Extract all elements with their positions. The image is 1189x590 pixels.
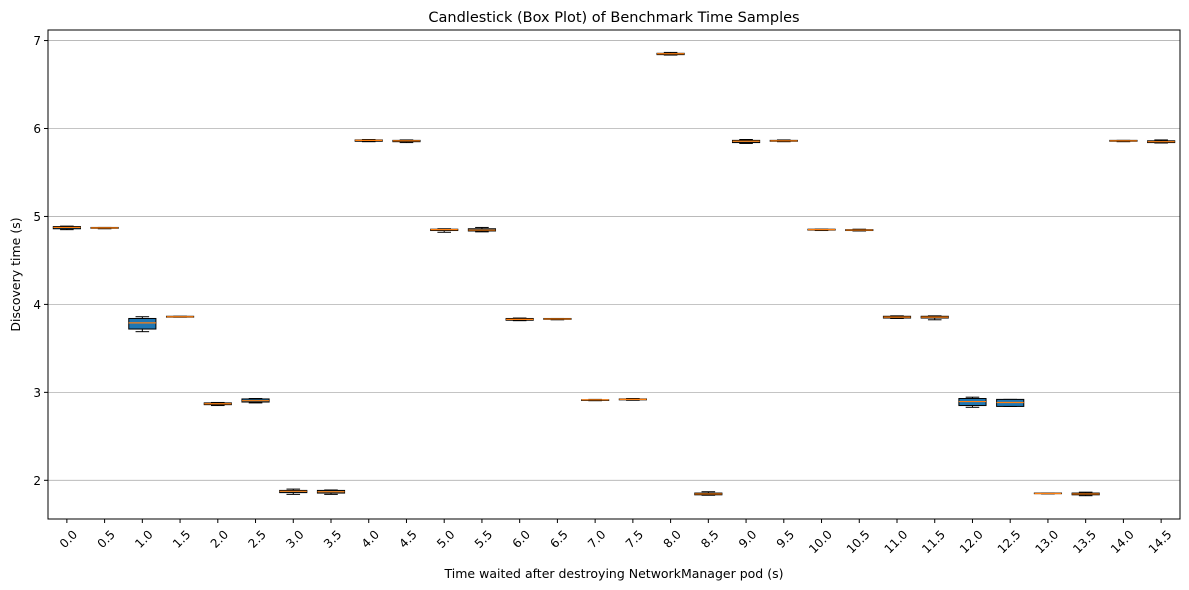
box-0.0 <box>52 225 81 231</box>
box-13.5 <box>1071 491 1100 497</box>
box-13.0 <box>1033 492 1063 495</box>
y-tick-label: 5 <box>33 210 41 224</box>
box-14.5 <box>1147 139 1176 144</box>
y-tick-label: 4 <box>33 298 41 312</box>
box-3.5 <box>316 489 346 495</box>
box-10.0 <box>807 228 836 232</box>
box-10.5 <box>845 228 874 232</box>
box-14.0 <box>1109 139 1138 143</box>
box-7.0 <box>581 398 610 402</box>
box-4.5 <box>392 139 421 144</box>
box-2.0 <box>203 401 232 407</box>
box-11.5 <box>920 315 949 321</box>
chart-title: Candlestick (Box Plot) of Benchmark Time… <box>428 10 799 26</box>
box-1.0 <box>128 316 157 333</box>
y-tick-label: 7 <box>33 34 41 48</box>
box-8.5 <box>694 491 723 496</box>
box-1.5 <box>165 315 195 318</box>
box-body <box>128 317 157 330</box>
box-5.5 <box>467 226 497 233</box>
y-tick-label: 3 <box>33 386 41 400</box>
box-12.5 <box>996 398 1025 407</box>
y-axis-ticks: 2 3 4 5 6 7 <box>33 34 48 488</box>
box-12.0 <box>958 396 987 408</box>
box-7.5 <box>618 398 647 401</box>
box-3.0 <box>279 488 308 495</box>
box-5.0 <box>430 228 459 233</box>
grid-lines <box>48 40 1180 481</box>
box-11.0 <box>882 315 912 319</box>
box-6.0 <box>505 317 534 322</box>
box-9.5 <box>769 139 798 143</box>
plot-area-frame <box>47 29 1181 520</box>
box-2.5 <box>241 398 270 404</box>
box-0.5 <box>90 226 119 230</box>
y-tick-label: 6 <box>33 122 41 136</box>
y-axis-label: Discovery time (s) <box>8 217 23 331</box>
box-4.0 <box>354 138 383 143</box>
box-6.5 <box>543 317 572 321</box>
box-series <box>52 51 1176 497</box>
box-9.0 <box>731 138 761 144</box>
x-axis-label: Time waited after destroying NetworkMana… <box>444 566 784 581</box>
y-tick-label: 2 <box>33 474 41 488</box>
box-8.0 <box>656 51 685 56</box>
